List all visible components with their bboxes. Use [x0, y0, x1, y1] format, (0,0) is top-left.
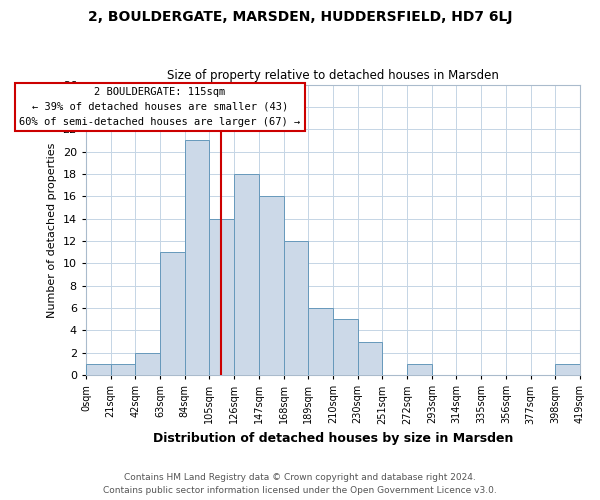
Text: 2 BOULDERGATE: 115sqm
← 39% of detached houses are smaller (43)
60% of semi-deta: 2 BOULDERGATE: 115sqm ← 39% of detached …	[19, 87, 301, 126]
Bar	[407, 364, 432, 375]
Bar	[86, 364, 110, 375]
Bar	[110, 364, 135, 375]
Bar	[358, 342, 382, 375]
Y-axis label: Number of detached properties: Number of detached properties	[47, 142, 57, 318]
Bar	[234, 174, 259, 375]
Bar	[333, 320, 358, 375]
Bar	[259, 196, 284, 375]
Bar	[185, 140, 209, 375]
Bar	[135, 353, 160, 375]
Title: Size of property relative to detached houses in Marsden: Size of property relative to detached ho…	[167, 69, 499, 82]
X-axis label: Distribution of detached houses by size in Marsden: Distribution of detached houses by size …	[153, 432, 513, 445]
Bar	[209, 218, 234, 375]
Text: Contains HM Land Registry data © Crown copyright and database right 2024.
Contai: Contains HM Land Registry data © Crown c…	[103, 474, 497, 495]
Text: 2, BOULDERGATE, MARSDEN, HUDDERSFIELD, HD7 6LJ: 2, BOULDERGATE, MARSDEN, HUDDERSFIELD, H…	[88, 10, 512, 24]
Bar	[308, 308, 333, 375]
Bar	[555, 364, 580, 375]
Bar	[160, 252, 185, 375]
Bar	[284, 241, 308, 375]
